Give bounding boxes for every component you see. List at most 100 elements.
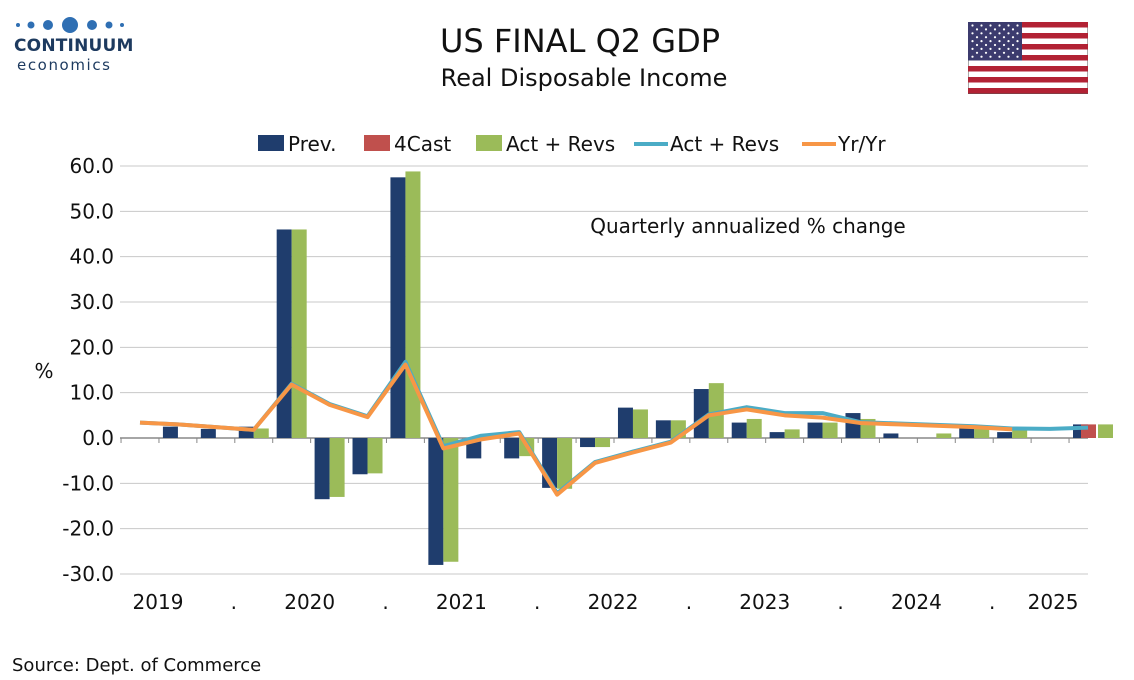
bar-prev [693,389,709,438]
flag-star [1007,24,1010,27]
legend-label: Act + Revs [670,132,779,156]
bar-act-revs [784,429,800,438]
y-axis-label: % [34,359,53,383]
flag-star [1016,40,1019,43]
flag-star [984,43,988,47]
x-tick-label: 2019 [133,590,184,614]
bar-prev [276,229,292,438]
flag-star [975,51,979,54]
flag-star [1011,28,1015,31]
flag-star [1011,51,1015,54]
bar-prev [655,420,671,438]
y-tick-label: -20.0 [62,517,114,541]
bar-prev [845,413,861,438]
flag-star [1011,43,1015,47]
flag-star [980,24,983,27]
flag-star [998,47,1001,50]
y-tick-label: -10.0 [62,471,114,495]
flag-star [998,55,1001,58]
flag-star [989,55,992,58]
flag-star [998,32,1001,35]
flag-star [1002,43,1006,47]
bar-act-revs [595,438,611,448]
x-tick-label: . [989,590,995,614]
flag-star [1011,36,1015,39]
bar-prev [238,426,254,438]
legend-swatch [476,135,502,151]
us-flag-icon [968,22,1088,94]
bar-act-revs [557,438,573,489]
y-tick-label: 20.0 [69,335,114,359]
flag-star [975,28,979,31]
bar-prev [580,438,596,448]
bar-prev [997,432,1013,438]
x-tick-label: . [231,590,237,614]
logo-dots-icon [16,17,124,33]
legend: Prev. 4Cast Act + Revs Act + Revs Yr/Yr [258,132,886,156]
flag-star [993,43,997,47]
legend-label: Yr/Yr [837,132,886,156]
chart-title: US FINAL Q2 GDP [440,22,720,60]
bar-prev [162,426,178,438]
bar-prev [390,177,406,439]
x-tick-label: 2025 [1028,590,1079,614]
flag-star [989,24,992,27]
bar-act-revs [746,418,762,438]
bar-prev [352,438,368,475]
line-yr-yr [139,362,1013,497]
flag-star [989,40,992,43]
x-tick-label: 2021 [436,590,487,614]
flag-star [975,43,979,47]
lines [139,359,1089,497]
x-tick-label: . [382,590,388,614]
legend-swatch [258,135,284,151]
bar-act-revs [405,171,421,438]
legend-swatch [364,135,390,151]
y-tick-label: 50.0 [69,199,114,223]
legend-label: Act + Revs [506,132,615,156]
source-note: Source: Dept. of Commerce [12,655,261,676]
flag-star [989,47,992,50]
flag-star [980,32,983,35]
x-tick-label: . [534,590,540,614]
flag-star [980,55,983,58]
legend-label: 4Cast [394,132,451,156]
bar-act-revs [367,438,383,474]
bar-act-revs [974,428,990,438]
logo: CONTINUUM economics [14,14,134,74]
flag-star [1016,32,1019,35]
flag-star [975,36,979,39]
y-tick-label: 0.0 [82,426,114,450]
chart-subtitle: Real Disposable Income [441,64,728,92]
flag-star [980,40,983,43]
x-tick-label: 2024 [891,590,942,614]
flag-star [993,36,997,39]
flag-star [971,32,974,35]
flag-star [993,51,997,54]
y-tick-label: 10.0 [69,381,114,405]
flag-star [1007,55,1010,58]
bar-prev [504,438,520,459]
x-ticks: 2019. 2020. 2021. 2022. 2023. 2024. 2025 [133,590,1079,614]
flag-star [971,55,974,58]
flag-star [1016,55,1019,58]
flag-star [998,24,1001,27]
bar-act-revs [1012,427,1028,438]
bar-act-revs [291,229,307,438]
y-tick-label: -30.0 [62,562,114,586]
flag-star [1007,32,1010,35]
bar-prev [428,438,444,565]
flag-star [980,47,983,50]
bar-prev [731,422,747,438]
flag-star [1002,36,1006,39]
flag-star [1002,28,1006,31]
y-ticks: 60.0 50.0 40.0 30.0 20.0 10.0 0.0 -10.0 -20.0 -30… [62,154,114,586]
flag-star [1007,47,1010,50]
flag-star [1016,47,1019,50]
bar-prev [314,438,330,500]
chart-annotation: Quarterly annualized % change [590,214,906,238]
logo-subtext: economics [17,56,112,74]
flag-star [989,32,992,35]
x-tick-label: 2023 [739,590,790,614]
bar-prev [959,427,975,438]
